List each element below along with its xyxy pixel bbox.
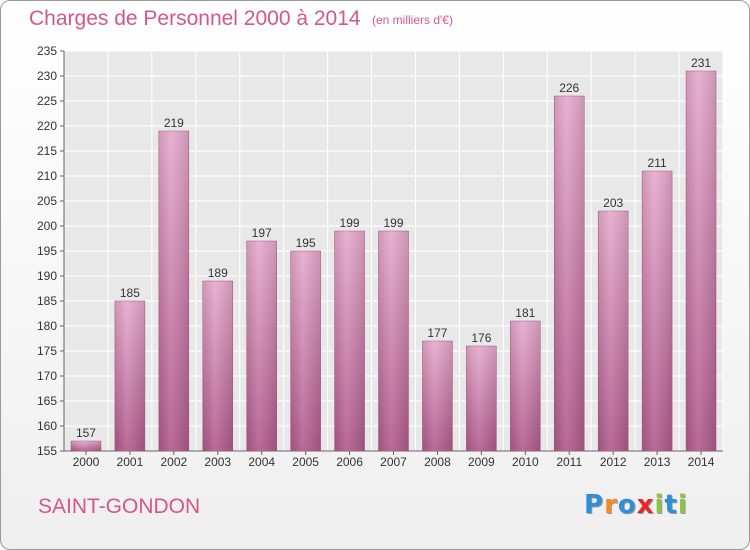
x-tick-label-2005: 2005 bbox=[292, 455, 319, 469]
logo-letter: t bbox=[664, 490, 678, 520]
x-tick-label-2001: 2001 bbox=[117, 455, 144, 469]
x-tick-label-2002: 2002 bbox=[160, 455, 187, 469]
value-label-2006: 199 bbox=[340, 216, 360, 230]
y-tick-label: 175 bbox=[37, 344, 57, 358]
y-tick-label: 215 bbox=[37, 144, 57, 158]
y-tick-label: 205 bbox=[37, 194, 57, 208]
y-tick-label: 195 bbox=[37, 244, 57, 258]
y-tick-label: 200 bbox=[37, 219, 57, 233]
bar-shade-2000 bbox=[70, 441, 101, 451]
value-label-2013: 211 bbox=[648, 156, 667, 170]
value-label-2004: 197 bbox=[252, 226, 272, 240]
value-label-2007: 199 bbox=[383, 216, 403, 230]
bar-shade-2003 bbox=[202, 281, 233, 451]
bar-shade-2012 bbox=[598, 211, 629, 451]
bar-shade-2010 bbox=[510, 321, 541, 451]
x-tick-label-2000: 2000 bbox=[73, 455, 100, 469]
logo-letter: P bbox=[584, 490, 605, 520]
value-label-2010: 181 bbox=[515, 306, 535, 320]
bar-shade-2005 bbox=[290, 251, 321, 451]
y-tick-label: 225 bbox=[37, 94, 57, 108]
value-label-2003: 189 bbox=[208, 266, 228, 280]
x-tick-label-2010: 2010 bbox=[512, 455, 539, 469]
y-tick-label: 220 bbox=[37, 119, 57, 133]
x-tick-label-2006: 2006 bbox=[336, 455, 363, 469]
logo-letter: o bbox=[617, 490, 637, 520]
value-label-2002: 219 bbox=[164, 116, 184, 130]
bar-shade-2013 bbox=[642, 171, 673, 451]
value-label-2014: 231 bbox=[691, 56, 711, 70]
y-tick-label: 185 bbox=[37, 294, 57, 308]
chart-subtitle: (en milliers d'€) bbox=[372, 13, 453, 27]
x-tick-label-2003: 2003 bbox=[204, 455, 231, 469]
logo-letter: x bbox=[636, 490, 655, 520]
bar-shade-2011 bbox=[554, 96, 585, 451]
x-tick-label-2014: 2014 bbox=[688, 455, 715, 469]
bar-shade-2004 bbox=[246, 241, 277, 451]
y-tick-label: 190 bbox=[37, 269, 57, 283]
x-tick-label-2004: 2004 bbox=[248, 455, 275, 469]
bar-shade-2014 bbox=[686, 71, 717, 451]
x-tick-label-2007: 2007 bbox=[380, 455, 407, 469]
x-tick-label-2013: 2013 bbox=[644, 455, 671, 469]
y-tick-label: 170 bbox=[37, 369, 57, 383]
value-label-2001: 185 bbox=[120, 286, 140, 300]
place-name: SAINT-GONDON bbox=[38, 495, 201, 518]
bar-layer bbox=[70, 70, 717, 452]
bar-shade-2006 bbox=[334, 231, 365, 451]
y-tick-label: 210 bbox=[37, 169, 57, 183]
bar-shade-2007 bbox=[378, 231, 409, 451]
y-tick-label: 180 bbox=[37, 319, 57, 333]
value-label-2008: 177 bbox=[427, 326, 447, 340]
proxiti-logo: Proxiti bbox=[584, 490, 688, 520]
y-tick-label: 160 bbox=[37, 419, 57, 433]
x-tick-label-2011: 2011 bbox=[556, 455, 582, 469]
y-tick-label: 155 bbox=[37, 444, 57, 458]
x-tick-label-2012: 2012 bbox=[600, 455, 627, 469]
x-tick-label-2009: 2009 bbox=[468, 455, 495, 469]
value-label-2011: 226 bbox=[559, 81, 579, 95]
label-layer: 157 185 219 189 197 195 199 199 177 176 181 226 203 2… bbox=[76, 56, 711, 440]
chart-title: Charges de Personnel 2000 à 2014 bbox=[29, 7, 361, 30]
bar-shade-2009 bbox=[466, 346, 497, 451]
logo-letter: i bbox=[654, 490, 665, 520]
value-label-2009: 176 bbox=[471, 331, 491, 345]
value-label-2005: 195 bbox=[296, 236, 316, 250]
y-tick-label: 165 bbox=[37, 394, 57, 408]
axis-layer: 155 160 165 170 175 180 185 190 195 200 205 210 215 2… bbox=[37, 44, 723, 469]
bar-shade-2001 bbox=[114, 301, 145, 451]
y-tick-label: 235 bbox=[37, 44, 57, 58]
value-label-2012: 203 bbox=[603, 196, 623, 210]
x-tick-label-2008: 2008 bbox=[424, 455, 451, 469]
logo-letter: r bbox=[604, 490, 618, 520]
bar-shade-2002 bbox=[158, 131, 189, 451]
logo-letter: i bbox=[677, 490, 688, 520]
value-label-2000: 157 bbox=[76, 426, 96, 440]
bar-shade-2008 bbox=[422, 341, 453, 451]
y-tick-label: 230 bbox=[37, 69, 57, 83]
